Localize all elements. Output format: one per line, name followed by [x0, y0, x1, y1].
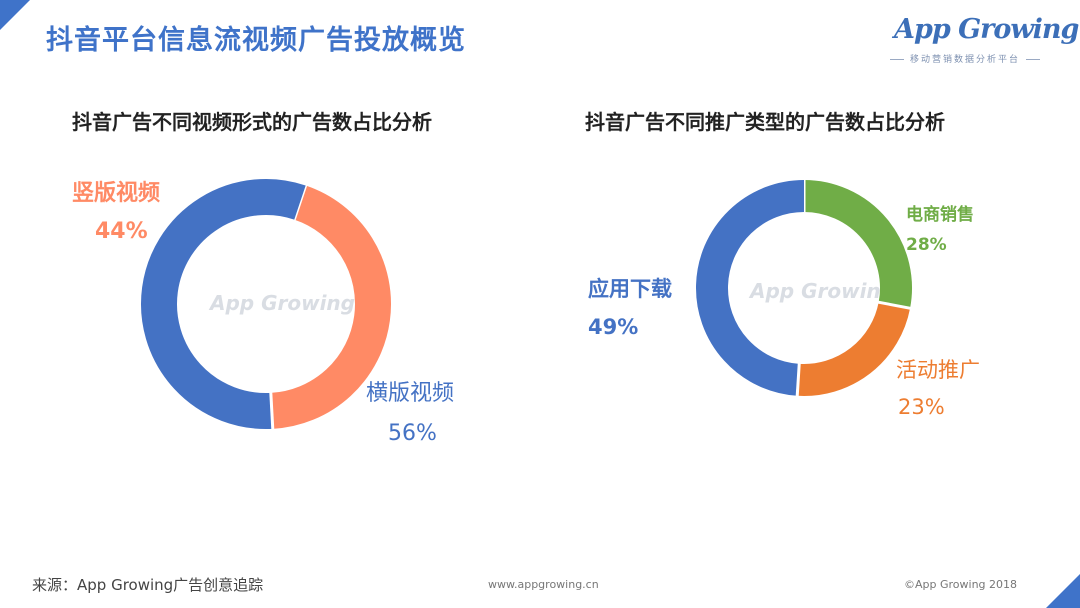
app-growing-logo: App Growing 移动营销数据分析平台: [880, 12, 1079, 68]
slice-label-1-0: 电商销售: [906, 204, 974, 225]
donut-slice-1-0: [803, 180, 912, 309]
corner-decoration-top-left: [0, 0, 30, 30]
donut-slice-0-0: [270, 185, 391, 429]
slice-label-1-2: 应用下载: [588, 277, 672, 301]
slice-separator-0-1: [269, 391, 275, 430]
slice-percent-1-1: 23%: [898, 395, 945, 419]
watermark-1: App Growing: [748, 279, 895, 303]
logo-tagline: 移动营销数据分析平台: [880, 52, 1050, 65]
corner-decoration-bottom-right: [1046, 574, 1080, 608]
slice-separator-1-1: [877, 300, 912, 310]
slice-percent-0-0: 44%: [95, 219, 148, 244]
slice-label-0-1: 横版视频: [366, 381, 454, 406]
slice-label-0-0: 竖版视频: [72, 180, 160, 206]
donut-slice-0-1: [141, 179, 306, 429]
donut-slice-1-1: [797, 301, 911, 396]
footer-copyright: ©App Growing 2018: [904, 578, 1018, 591]
chart-title-promotion-type: 抖音广告不同推广类型的广告数占比分析: [585, 110, 945, 134]
slice-separator-1-2: [795, 362, 801, 397]
slice-percent-1-2: 49%: [588, 315, 638, 339]
page-title: 抖音平台信息流视频广告投放概览: [46, 25, 466, 56]
logo-text: App Growing: [894, 14, 1079, 45]
watermark-0: App Growing: [208, 291, 355, 315]
slice-label-1-1: 活动推广: [896, 358, 980, 382]
chart-title-video-format: 抖音广告不同视频形式的广告数占比分析: [72, 110, 432, 134]
slice-percent-0-1: 56%: [388, 421, 437, 446]
donut-slice-1-2: [696, 180, 805, 396]
slice-percent-1-0: 28%: [906, 235, 947, 255]
footer-source: 来源：App Growing广告创意追踪: [32, 576, 264, 594]
footer-url: www.appgrowing.cn: [488, 578, 599, 591]
